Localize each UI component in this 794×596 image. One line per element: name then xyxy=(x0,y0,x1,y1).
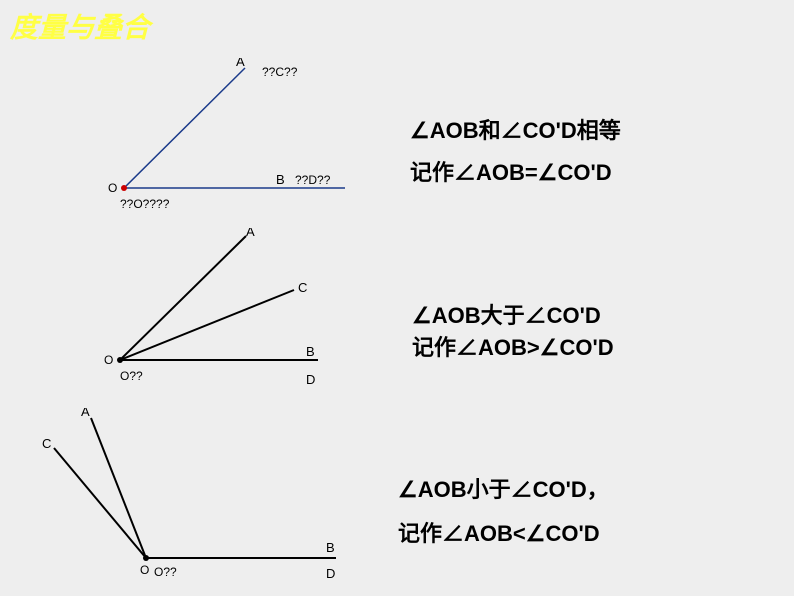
svg-text:A: A xyxy=(81,408,90,419)
svg-text:O: O xyxy=(104,353,113,367)
diagram-3: A C BD O O?? xyxy=(36,408,356,588)
diagram-2: A C BD O O?? xyxy=(96,228,356,398)
svg-text:B: B xyxy=(306,344,315,359)
svg-text:A: A xyxy=(236,58,245,69)
text-line: ∠AOB大于∠CO'D xyxy=(412,300,614,332)
svg-text:A: A xyxy=(246,228,255,239)
text-line: ∠AOB小于∠CO'D， xyxy=(398,468,609,512)
svg-text:D: D xyxy=(326,566,335,581)
text-block-3: ∠AOB小于∠CO'D，记作∠AOB<∠CO'D xyxy=(398,468,609,556)
svg-text:O??: O?? xyxy=(154,565,177,579)
diagram-1: A B ??C?? ??D?? O??O???? xyxy=(100,58,360,223)
svg-text:??O????: ??O???? xyxy=(120,197,170,211)
text-line: 记作∠AOB<∠CO'D xyxy=(398,512,609,556)
svg-text:D: D xyxy=(306,372,315,387)
svg-text:??D??: ??D?? xyxy=(295,173,331,187)
text-block-1: ∠AOB和∠CO'D相等记作∠AOB=∠CO'D xyxy=(410,110,621,194)
svg-text:C: C xyxy=(42,436,51,451)
svg-text:C: C xyxy=(298,280,307,295)
svg-text:B: B xyxy=(276,172,285,187)
svg-text:O: O xyxy=(108,181,117,195)
svg-text:??C??: ??C?? xyxy=(262,65,298,79)
text-block-2: ∠AOB大于∠CO'D记作∠AOB>∠CO'D xyxy=(412,300,614,364)
text-line: ∠AOB和∠CO'D相等 xyxy=(410,110,621,152)
svg-text:B: B xyxy=(326,540,335,555)
page-title: 度量与叠合 xyxy=(10,6,150,46)
text-line: 记作∠AOB=∠CO'D xyxy=(410,152,621,194)
svg-text:O: O xyxy=(140,563,149,577)
text-line: 记作∠AOB>∠CO'D xyxy=(412,332,614,364)
svg-text:O??: O?? xyxy=(120,369,143,383)
